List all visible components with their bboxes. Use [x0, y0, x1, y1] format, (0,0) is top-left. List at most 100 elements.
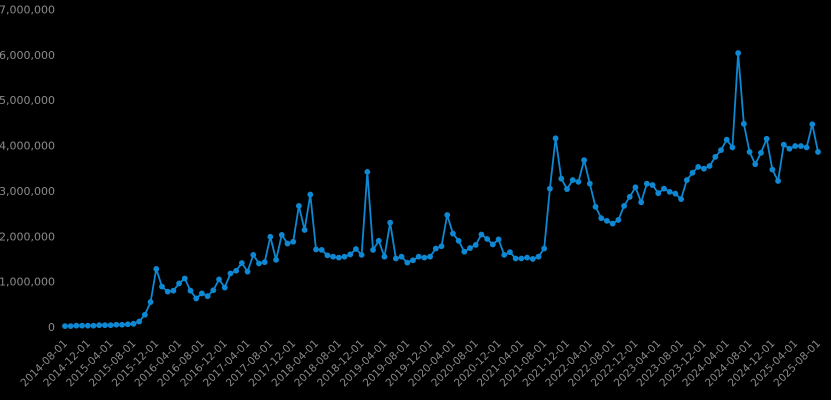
data-point[interactable] — [250, 251, 257, 258]
data-point[interactable] — [632, 184, 639, 191]
data-point[interactable] — [763, 135, 770, 142]
data-point[interactable] — [341, 253, 348, 260]
data-point[interactable] — [193, 295, 200, 302]
data-point[interactable] — [238, 260, 245, 266]
data-point[interactable] — [421, 254, 428, 261]
data-point[interactable] — [501, 251, 508, 258]
data-point[interactable] — [552, 135, 559, 142]
data-point[interactable] — [621, 203, 627, 209]
data-point[interactable] — [489, 241, 496, 248]
data-point[interactable] — [735, 50, 742, 56]
data-point[interactable] — [803, 144, 810, 151]
data-point[interactable] — [524, 254, 530, 261]
data-point[interactable] — [370, 246, 376, 253]
data-point[interactable] — [244, 268, 251, 275]
data-point[interactable] — [495, 236, 502, 243]
data-point[interactable] — [170, 287, 177, 294]
data-point[interactable] — [581, 157, 588, 163]
data-point[interactable] — [210, 287, 217, 294]
data-point[interactable] — [233, 267, 240, 274]
data-point[interactable] — [746, 149, 753, 155]
data-point[interactable] — [204, 293, 211, 300]
data-point[interactable] — [387, 219, 394, 226]
data-point[interactable] — [381, 253, 388, 260]
data-point[interactable] — [278, 232, 285, 238]
data-point[interactable] — [740, 120, 747, 127]
data-point[interactable] — [84, 322, 91, 329]
data-point[interactable] — [598, 215, 605, 222]
data-point[interactable] — [295, 203, 302, 209]
data-point[interactable] — [518, 255, 525, 262]
data-point[interactable] — [307, 191, 314, 198]
data-point[interactable] — [558, 175, 565, 182]
data-point[interactable] — [79, 322, 86, 329]
data-point[interactable] — [512, 255, 519, 262]
data-point[interactable] — [324, 252, 331, 259]
data-point[interactable] — [124, 321, 131, 328]
data-point[interactable] — [67, 323, 74, 329]
data-point[interactable] — [569, 177, 576, 183]
data-point[interactable] — [227, 270, 234, 277]
data-point[interactable] — [392, 255, 399, 262]
data-point[interactable] — [786, 145, 793, 152]
data-point[interactable] — [358, 251, 365, 258]
data-point[interactable] — [375, 237, 382, 244]
data-point[interactable] — [666, 188, 673, 195]
data-point[interactable] — [592, 203, 599, 210]
data-point[interactable] — [153, 266, 160, 272]
data-point[interactable] — [609, 220, 616, 227]
data-point[interactable] — [484, 236, 491, 242]
data-point[interactable] — [415, 253, 422, 260]
data-point[interactable] — [655, 190, 662, 197]
data-point[interactable] — [461, 248, 468, 255]
data-point[interactable] — [643, 180, 650, 187]
data-point[interactable] — [541, 245, 548, 252]
data-point[interactable] — [96, 322, 103, 329]
data-point[interactable] — [256, 260, 262, 267]
data-point[interactable] — [775, 178, 781, 184]
data-point[interactable] — [267, 233, 274, 240]
data-point[interactable] — [626, 193, 633, 200]
data-point[interactable] — [695, 163, 702, 170]
data-point[interactable] — [102, 322, 108, 329]
data-point[interactable] — [290, 238, 297, 245]
data-point[interactable] — [136, 318, 143, 325]
data-point[interactable] — [273, 256, 279, 263]
data-point[interactable] — [478, 231, 485, 238]
data-point[interactable] — [546, 185, 553, 192]
data-point[interactable] — [141, 311, 148, 318]
data-point[interactable] — [672, 190, 679, 197]
data-point[interactable] — [769, 166, 776, 173]
data-point[interactable] — [615, 217, 622, 223]
data-point[interactable] — [335, 254, 342, 261]
data-point[interactable] — [706, 163, 713, 169]
data-point[interactable] — [398, 253, 405, 260]
data-point[interactable] — [718, 147, 724, 154]
data-point[interactable] — [729, 144, 736, 151]
data-point[interactable] — [404, 259, 411, 266]
data-point[interactable] — [444, 212, 451, 218]
data-point[interactable] — [164, 288, 171, 295]
data-point[interactable] — [604, 217, 610, 224]
data-point[interactable] — [347, 251, 354, 258]
data-point[interactable] — [216, 276, 222, 283]
data-point[interactable] — [62, 323, 68, 329]
data-point[interactable] — [90, 322, 97, 329]
data-point[interactable] — [199, 290, 205, 297]
data-point[interactable] — [330, 253, 337, 260]
data-point[interactable] — [797, 143, 804, 149]
data-point[interactable] — [119, 321, 125, 328]
data-point[interactable] — [221, 284, 228, 291]
data-point[interactable] — [427, 253, 433, 260]
data-point[interactable] — [683, 177, 690, 183]
data-point[interactable] — [701, 165, 707, 172]
data-point[interactable] — [147, 299, 154, 305]
data-point[interactable] — [649, 182, 656, 188]
data-point[interactable] — [723, 136, 730, 143]
data-point[interactable] — [353, 246, 359, 252]
data-point[interactable] — [313, 246, 319, 253]
data-point[interactable] — [689, 169, 696, 176]
data-point[interactable] — [638, 199, 645, 206]
data-point[interactable] — [318, 246, 325, 253]
data-point[interactable] — [758, 149, 764, 156]
